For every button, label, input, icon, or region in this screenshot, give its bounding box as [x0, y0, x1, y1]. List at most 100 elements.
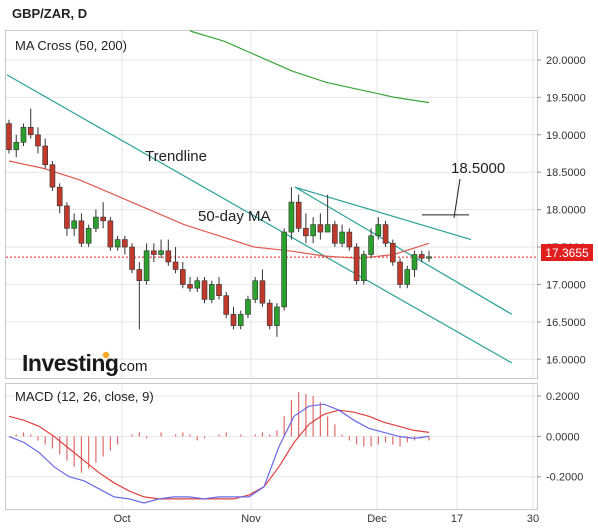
- ma200-line: [189, 30, 430, 104]
- trendline: [294, 186, 472, 241]
- price-tick-label: 18.0000: [546, 205, 586, 217]
- date-tick-label: Dec: [367, 513, 387, 525]
- ma200-layer: [189, 30, 430, 104]
- candle-body: [223, 295, 230, 315]
- signal-line: [8, 409, 430, 500]
- macd-line: [8, 403, 430, 504]
- investing-logo-dot: [102, 351, 110, 359]
- candle-body: [78, 220, 85, 244]
- price-tick-label: 20.0000: [546, 55, 586, 67]
- candle-body: [194, 280, 201, 289]
- date-tick-label: 17: [451, 513, 463, 525]
- macd-label: MACD (12, 26, close, 9): [15, 389, 154, 404]
- candle-body: [13, 141, 20, 151]
- date-tick-label: Oct: [113, 513, 130, 525]
- chart-title: GBP/ZAR, D: [12, 6, 87, 21]
- candle-body: [122, 239, 128, 248]
- candle-body: [361, 254, 367, 282]
- candle-body: [172, 261, 179, 270]
- candle-body: [252, 280, 259, 300]
- trendline: [6, 74, 513, 364]
- candle-body: [317, 224, 324, 233]
- investing-logo-suffix: .com: [115, 358, 148, 375]
- candle-body: [288, 201, 295, 233]
- candle-body: [339, 231, 345, 244]
- last-price-label: 17.3655: [545, 246, 589, 260]
- macd-tick-label: -0.2000: [546, 472, 583, 484]
- ma50-annotation: 50-day MA: [198, 208, 271, 225]
- candle-body: [259, 280, 266, 304]
- candle-body: [165, 250, 172, 263]
- candle-body: [107, 220, 114, 248]
- price-tick-label: 17.0000: [546, 279, 586, 291]
- candle-body: [85, 228, 92, 244]
- price-tick-label: 19.5000: [546, 92, 586, 104]
- candle-body: [418, 254, 425, 259]
- candle-body: [56, 186, 63, 207]
- trendline: [294, 186, 513, 315]
- candle-body: [310, 224, 316, 237]
- candle-body: [245, 299, 251, 315]
- main-plot-frame: [5, 30, 538, 379]
- macd-layer: [8, 392, 430, 504]
- candle-body: [266, 302, 273, 326]
- candle-body: [375, 224, 382, 237]
- candle-body: [143, 250, 150, 282]
- candle-body: [49, 164, 56, 188]
- candle-body: [426, 256, 432, 259]
- macd-plot-frame: [5, 383, 538, 510]
- candle-body: [274, 306, 280, 326]
- candle-body: [411, 254, 418, 270]
- tick-label-layer: 20.000019.500019.000018.500018.000017.50…: [102, 55, 586, 525]
- candle-body: [42, 145, 49, 166]
- date-tick-label: Nov: [241, 513, 261, 525]
- candle-body: [136, 269, 143, 282]
- candle-body: [100, 216, 106, 222]
- candle-body: [20, 126, 27, 143]
- candle-body: [397, 261, 403, 285]
- macd-tick-label: 0.0000: [546, 431, 580, 443]
- candle-body: [208, 284, 215, 300]
- price-tick-label: 18.5000: [546, 167, 586, 179]
- last-price-tag: [541, 244, 593, 261]
- candle-body: [295, 201, 302, 229]
- candle-body: [158, 250, 164, 255]
- candle-body: [129, 246, 135, 270]
- candle-body: [6, 123, 12, 151]
- candle-body: [179, 269, 186, 285]
- candle-body: [27, 126, 34, 136]
- candle-body: [216, 284, 222, 296]
- candle-body: [237, 314, 244, 326]
- price-tick-label: 16.5000: [546, 317, 586, 329]
- ma-cross-label: MA Cross (50, 200): [15, 38, 127, 53]
- candlestick-layer: [6, 108, 432, 337]
- candle-body: [71, 220, 77, 229]
- candle-body: [324, 224, 331, 233]
- candle-body: [303, 228, 309, 237]
- investing-logo-text: Investing: [22, 350, 118, 376]
- candle-body: [353, 246, 360, 282]
- target-price-annotation: 18.5000: [451, 160, 505, 177]
- grid-layer: [6, 31, 541, 509]
- macd-tick-label: 0.2000: [546, 391, 580, 403]
- candle-body: [368, 235, 374, 255]
- candle-body: [281, 231, 287, 308]
- trendline-layer: [6, 74, 537, 364]
- candle-body: [187, 284, 193, 289]
- price-tick-label: 16.0000: [546, 354, 586, 366]
- candle-body: [93, 216, 99, 229]
- trendline-annotation: Trendline: [145, 148, 207, 165]
- candle-body: [346, 231, 353, 248]
- price-tick-label: 19.0000: [546, 130, 586, 142]
- candle-body: [114, 239, 121, 248]
- target-pointer: [453, 178, 461, 218]
- date-tick-label: 30: [527, 513, 539, 525]
- candle-body: [201, 280, 208, 300]
- candle-body: [35, 134, 41, 147]
- candle-body: [151, 250, 157, 255]
- candle-body: [332, 224, 338, 244]
- candle-body: [404, 269, 411, 285]
- candle-body: [382, 224, 389, 244]
